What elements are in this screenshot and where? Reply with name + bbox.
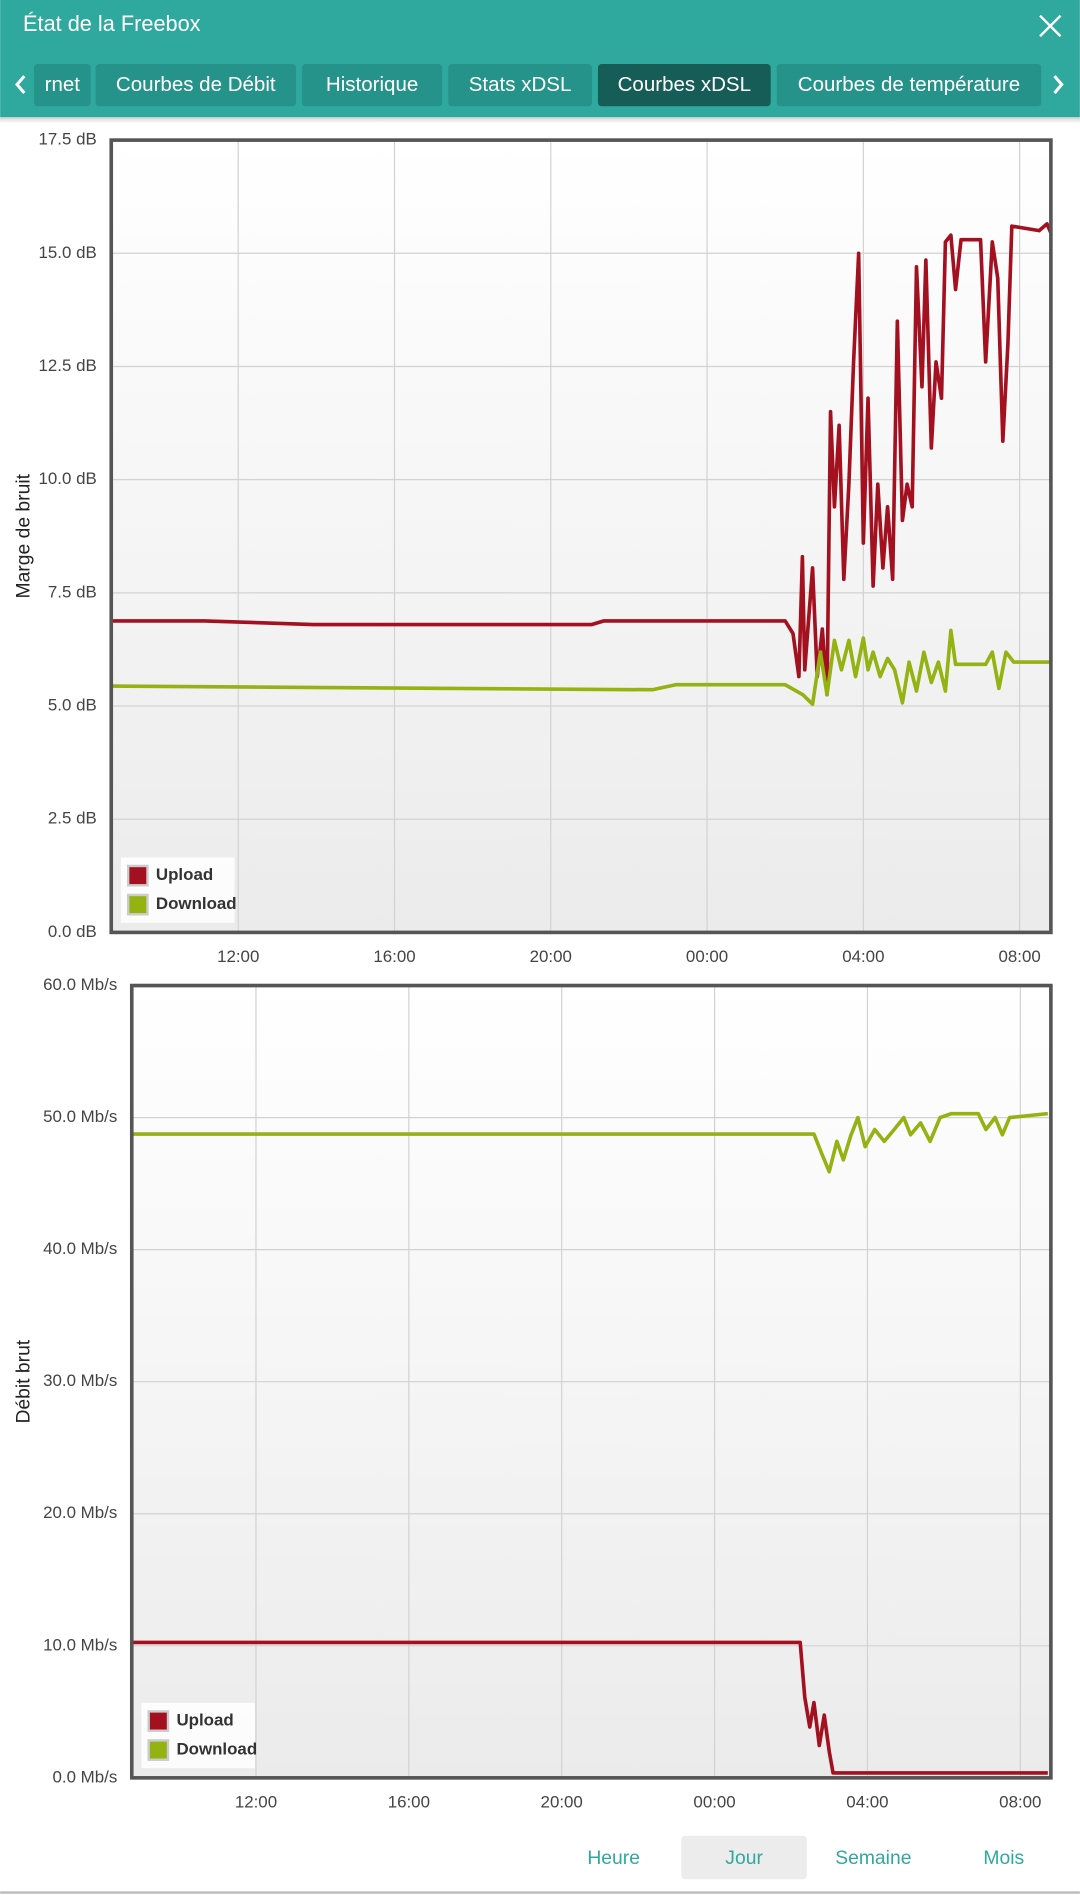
y-tick-label: 10.0 dB bbox=[39, 469, 97, 488]
chart: 0.0 Mb/s 10.0 Mb/s 20.0 Mb/s 30.0 Mb/s 40.0 … bbox=[13, 975, 1053, 1812]
y-tick-label: 15.0 dB bbox=[39, 243, 97, 262]
legend-label: Upload bbox=[156, 865, 213, 884]
tab-background bbox=[302, 64, 443, 107]
chart: 0.0 dB 2.5 dB 5.0 dB 7.5 dB 10.0 dB 12.5 dB 15… bbox=[13, 130, 1053, 966]
tab-background bbox=[33, 64, 91, 107]
y-tick-label: 50.0 Mb/s bbox=[43, 1107, 117, 1126]
tab-label: Courbes de température bbox=[798, 73, 1020, 96]
legend-swatch bbox=[147, 1739, 170, 1761]
plot-background bbox=[111, 140, 1051, 933]
legend-label: Download bbox=[156, 894, 237, 913]
tab[interactable]: rnet bbox=[33, 64, 91, 107]
tab-label: Courbes xDSL bbox=[618, 73, 751, 96]
x-tick-label: 08:00 bbox=[999, 1793, 1041, 1812]
x-tick-label: 20:00 bbox=[541, 1793, 583, 1812]
series-line bbox=[133, 1111, 1049, 1174]
x-tick-label: 16:00 bbox=[373, 947, 415, 966]
legend-swatch bbox=[147, 1710, 170, 1732]
tab-background bbox=[448, 64, 592, 107]
x-tick-label: 16:00 bbox=[388, 1793, 430, 1812]
tab-background bbox=[597, 64, 771, 107]
header-shadow bbox=[0, 117, 1080, 124]
legend-label: Upload bbox=[176, 1711, 233, 1730]
y-tick-label: 30.0 Mb/s bbox=[43, 1371, 117, 1390]
x-tick-label: 04:00 bbox=[842, 947, 884, 966]
tab[interactable]: Courbes de température bbox=[776, 64, 1042, 107]
tab-label: Stats xDSL bbox=[469, 73, 572, 96]
tab-label: Courbes de Débit bbox=[116, 73, 276, 96]
tab-label: rnet bbox=[45, 73, 81, 96]
plot-border bbox=[109, 138, 1053, 935]
y-tick-label: 2.5 dB bbox=[48, 809, 97, 828]
x-tick-label: 08:00 bbox=[998, 947, 1040, 966]
y-tick-label: 17.5 dB bbox=[39, 130, 97, 149]
tab-background bbox=[95, 64, 297, 107]
y-tick-label: 7.5 dB bbox=[48, 582, 97, 601]
tab-bar: rnet Courbes de Débit Historique Stats xDSL… bbox=[33, 64, 1042, 107]
tab[interactable]: Historique bbox=[302, 64, 443, 107]
tab[interactable]: Courbes xDSL bbox=[597, 64, 771, 107]
period-button[interactable]: Jour bbox=[725, 1848, 763, 1869]
legend-swatch bbox=[126, 864, 149, 887]
header-title: État de la Freebox bbox=[23, 11, 201, 36]
x-tick-label: 12:00 bbox=[235, 1793, 277, 1812]
y-tick-label: 20.0 Mb/s bbox=[43, 1503, 117, 1522]
active-period-bg bbox=[681, 1835, 807, 1880]
x-tick-label: 04:00 bbox=[846, 1793, 888, 1812]
y-tick-label: 5.0 dB bbox=[48, 695, 97, 714]
tab-background bbox=[776, 64, 1042, 107]
period-button[interactable]: Heure bbox=[587, 1848, 640, 1869]
series-line bbox=[111, 628, 1051, 707]
x-tick-label: 00:00 bbox=[693, 1793, 735, 1812]
period-button[interactable]: Mois bbox=[983, 1848, 1024, 1869]
legend-label: Download bbox=[176, 1740, 257, 1759]
charts: 0.0 dB 2.5 dB 5.0 dB 7.5 dB 10.0 dB 12.5 dB 15… bbox=[13, 130, 1053, 1812]
tab[interactable]: Stats xDSL bbox=[448, 64, 592, 107]
x-tick-label: 00:00 bbox=[686, 947, 728, 966]
series-line bbox=[111, 222, 1053, 697]
tab[interactable]: Courbes de Débit bbox=[95, 64, 297, 107]
legend-swatch bbox=[126, 893, 149, 916]
close-button[interactable] bbox=[1039, 14, 1062, 38]
period-selector: Heure Jour Semaine Mois bbox=[587, 1848, 1024, 1869]
y-tick-label: 40.0 Mb/s bbox=[43, 1239, 117, 1258]
period-button[interactable]: Semaine bbox=[835, 1848, 911, 1869]
y-tick-label: 60.0 Mb/s bbox=[43, 975, 117, 994]
series-line bbox=[133, 1640, 1048, 1775]
y-axis-title: Débit brut bbox=[13, 1339, 34, 1423]
tabs-scroll-right[interactable] bbox=[1053, 75, 1064, 94]
x-tick-label: 12:00 bbox=[217, 947, 259, 966]
x-tick-label: 20:00 bbox=[530, 947, 572, 966]
plot-border bbox=[129, 983, 1053, 1780]
y-tick-label: 10.0 Mb/s bbox=[43, 1635, 117, 1654]
y-tick-label: 0.0 dB bbox=[48, 922, 97, 941]
tabs-scroll-left[interactable] bbox=[15, 75, 26, 94]
y-tick-label: 0.0 Mb/s bbox=[52, 1767, 117, 1786]
y-tick-label: 12.5 dB bbox=[39, 356, 97, 375]
y-axis-title: Marge de bruit bbox=[13, 473, 34, 598]
tab-label: Historique bbox=[326, 73, 418, 96]
